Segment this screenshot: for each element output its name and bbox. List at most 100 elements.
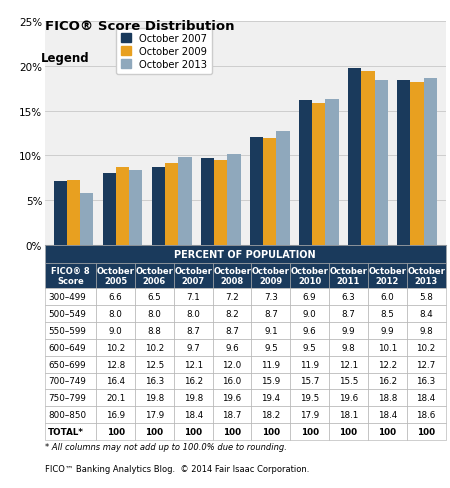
Bar (96, 339, 135, 356)
Text: 11.9: 11.9 (261, 360, 280, 369)
Text: 16.2: 16.2 (184, 377, 203, 386)
Bar (407, 389, 446, 407)
Bar (135, 264, 174, 288)
Bar (368, 373, 407, 389)
Bar (368, 389, 407, 407)
Bar (213, 339, 252, 356)
Bar (45, 356, 96, 373)
Bar (54, 182, 67, 245)
Text: 18.4: 18.4 (378, 410, 397, 420)
Text: 9.8: 9.8 (342, 343, 356, 352)
Text: 100: 100 (339, 427, 358, 436)
Bar (213, 389, 252, 407)
Bar (135, 373, 174, 389)
Text: 15.5: 15.5 (339, 377, 358, 386)
Bar (312, 103, 325, 245)
Text: 12.1: 12.1 (184, 360, 203, 369)
Bar (290, 322, 329, 339)
Bar (135, 339, 174, 356)
Text: 10.2: 10.2 (416, 343, 436, 352)
Bar (135, 305, 174, 322)
Bar (201, 159, 214, 245)
Bar (152, 168, 165, 245)
Bar (135, 407, 174, 424)
Text: 18.6: 18.6 (416, 410, 436, 420)
Bar (368, 264, 407, 288)
Bar (45, 339, 96, 356)
Bar (252, 389, 290, 407)
Bar (96, 424, 135, 440)
Bar (361, 72, 374, 245)
Text: October
2011: October 2011 (329, 267, 368, 285)
Text: 6.0: 6.0 (380, 292, 394, 301)
Text: 100: 100 (184, 427, 202, 436)
Bar (174, 389, 213, 407)
Text: October
2005: October 2005 (97, 267, 135, 285)
Text: FICO® 8
Score: FICO® 8 Score (51, 267, 90, 285)
Text: 12.2: 12.2 (378, 360, 397, 369)
Bar (135, 389, 174, 407)
Bar (174, 264, 213, 288)
Bar (80, 194, 93, 245)
Text: 100: 100 (417, 427, 435, 436)
Bar (96, 356, 135, 373)
Text: 9.7: 9.7 (186, 343, 200, 352)
Text: 11.9: 11.9 (300, 360, 319, 369)
Text: 16.2: 16.2 (378, 377, 397, 386)
Bar (213, 356, 252, 373)
Text: 10.2: 10.2 (106, 343, 125, 352)
Bar (45, 389, 96, 407)
Bar (96, 322, 135, 339)
Bar (45, 245, 446, 264)
Bar (135, 356, 174, 373)
Bar (252, 264, 290, 288)
Text: 9.5: 9.5 (264, 343, 278, 352)
Text: 19.6: 19.6 (339, 394, 358, 403)
Text: 650–699: 650–699 (48, 360, 86, 369)
Bar (213, 373, 252, 389)
Legend: October 2007, October 2009, October 2013: October 2007, October 2009, October 2013 (116, 29, 212, 75)
Text: 9.8: 9.8 (419, 326, 433, 335)
Text: 9.0: 9.0 (109, 326, 122, 335)
Text: 8.4: 8.4 (419, 309, 433, 318)
Bar (96, 407, 135, 424)
Text: 16.3: 16.3 (416, 377, 436, 386)
Text: 9.6: 9.6 (225, 343, 239, 352)
Bar (227, 154, 241, 245)
Text: 18.4: 18.4 (184, 410, 203, 420)
Text: October
2010: October 2010 (291, 267, 328, 285)
Bar (329, 288, 368, 305)
Text: 700–749: 700–749 (48, 377, 86, 386)
Text: October
2012: October 2012 (369, 267, 406, 285)
Text: 19.6: 19.6 (222, 394, 242, 403)
Text: October
2008: October 2008 (213, 267, 251, 285)
Bar (407, 322, 446, 339)
Text: 19.4: 19.4 (261, 394, 280, 403)
Text: 12.0: 12.0 (222, 360, 242, 369)
Bar (276, 132, 290, 245)
Bar (407, 356, 446, 373)
Text: 7.3: 7.3 (264, 292, 278, 301)
Bar (165, 164, 178, 245)
Text: 19.8: 19.8 (184, 394, 203, 403)
Bar (329, 339, 368, 356)
Bar (407, 339, 446, 356)
Bar (135, 424, 174, 440)
Text: 10.1: 10.1 (378, 343, 397, 352)
Bar (45, 424, 96, 440)
Text: 8.7: 8.7 (225, 326, 239, 335)
Bar (103, 174, 116, 245)
Bar (368, 339, 407, 356)
Text: 300–499: 300–499 (48, 292, 86, 301)
Bar (368, 288, 407, 305)
Text: 100: 100 (223, 427, 241, 436)
Text: 100: 100 (301, 427, 319, 436)
Bar (407, 424, 446, 440)
Text: October
2013: October 2013 (407, 267, 445, 285)
Bar (96, 305, 135, 322)
Text: 18.4: 18.4 (416, 394, 436, 403)
Bar (329, 264, 368, 288)
Text: 9.9: 9.9 (381, 326, 394, 335)
Text: 100: 100 (262, 427, 280, 436)
Bar (299, 101, 312, 245)
